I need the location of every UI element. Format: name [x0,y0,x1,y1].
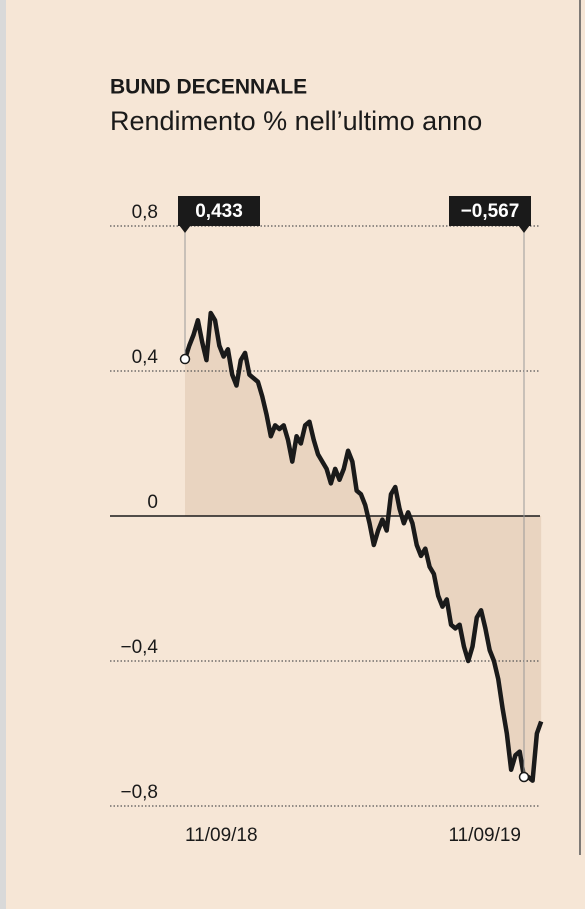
y-tick-label: 0 [147,492,158,513]
chart-title: BUND DECENNALE [110,76,307,99]
x-tick-label: 11/09/19 [448,825,521,846]
callout-pointer [179,225,191,233]
y-tick-label: −0,8 [120,782,158,803]
value-label: 0,433 [195,201,243,222]
left-edge [0,0,6,909]
chart-subtitle: Rendimento % nell’ultimo anno [110,106,482,136]
y-tick-label: 0,8 [132,202,158,223]
line [182,310,544,783]
point-marker [179,353,191,365]
callout-box [449,196,531,226]
value-label: −0,567 [461,201,520,222]
callout-box [178,196,260,226]
callout-pointer [518,225,530,233]
x-tick-label: 11/09/18 [185,825,258,846]
point-marker [518,771,530,783]
y-tick-label: 0,4 [132,347,159,368]
y-tick-label: −0,4 [120,637,158,658]
